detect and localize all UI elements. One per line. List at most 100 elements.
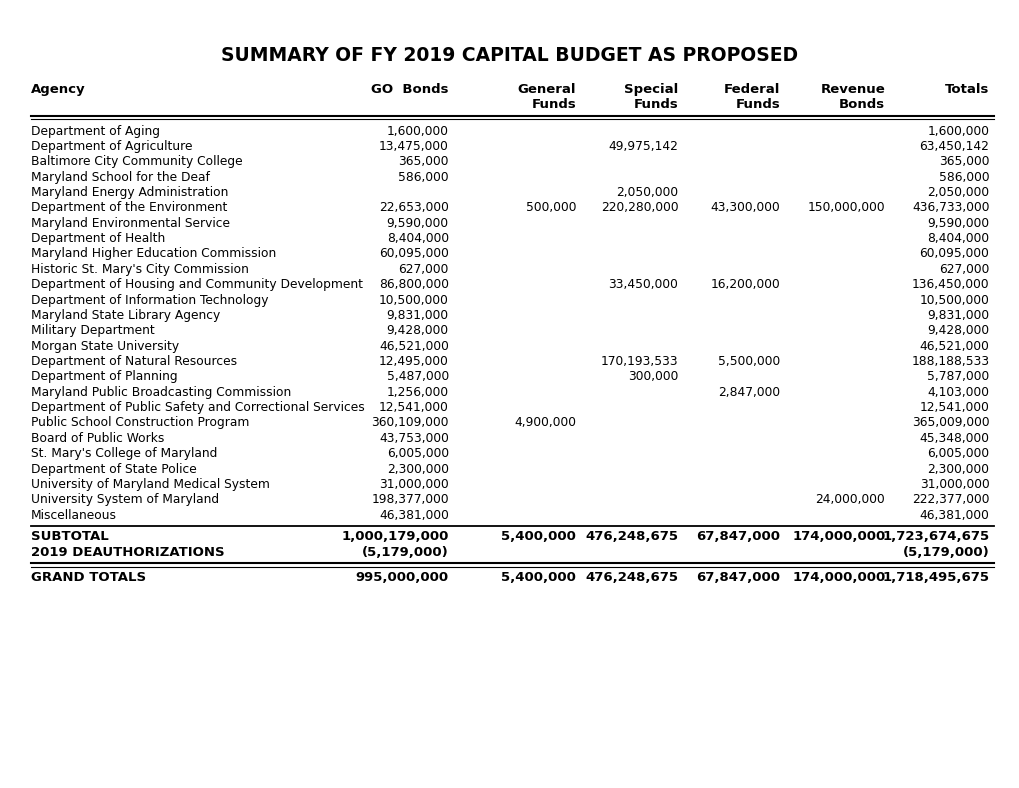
Text: 22,653,000: 22,653,000 bbox=[378, 202, 448, 214]
Text: Historic St. Mary's City Commission: Historic St. Mary's City Commission bbox=[31, 263, 249, 276]
Text: 360,109,000: 360,109,000 bbox=[371, 417, 448, 429]
Text: Maryland State Library Agency: Maryland State Library Agency bbox=[31, 309, 220, 322]
Text: 2,300,000: 2,300,000 bbox=[926, 463, 988, 475]
Text: 49,975,142: 49,975,142 bbox=[607, 140, 678, 153]
Text: 43,753,000: 43,753,000 bbox=[378, 432, 448, 444]
Text: 4,103,000: 4,103,000 bbox=[926, 386, 988, 399]
Text: Board of Public Works: Board of Public Works bbox=[31, 432, 164, 444]
Text: 1,256,000: 1,256,000 bbox=[386, 386, 448, 399]
Text: Maryland Higher Education Commission: Maryland Higher Education Commission bbox=[31, 247, 275, 260]
Text: Department of State Police: Department of State Police bbox=[31, 463, 197, 475]
Text: 188,188,533: 188,188,533 bbox=[910, 355, 988, 368]
Text: 627,000: 627,000 bbox=[938, 263, 988, 276]
Text: 6,005,000: 6,005,000 bbox=[386, 448, 448, 460]
Text: 2,050,000: 2,050,000 bbox=[615, 186, 678, 199]
Text: SUMMARY OF FY 2019 CAPITAL BUDGET AS PROPOSED: SUMMARY OF FY 2019 CAPITAL BUDGET AS PRO… bbox=[221, 46, 798, 65]
Text: Federal
Funds: Federal Funds bbox=[723, 83, 780, 111]
Text: Department of Planning: Department of Planning bbox=[31, 370, 177, 383]
Text: General
Funds: General Funds bbox=[518, 83, 576, 111]
Text: 67,847,000: 67,847,000 bbox=[696, 530, 780, 543]
Text: 365,000: 365,000 bbox=[937, 155, 988, 168]
Text: Special
Funds: Special Funds bbox=[624, 83, 678, 111]
Text: 33,450,000: 33,450,000 bbox=[607, 278, 678, 291]
Text: 67,847,000: 67,847,000 bbox=[696, 571, 780, 584]
Text: 2,847,000: 2,847,000 bbox=[717, 386, 780, 399]
Text: Department of Public Safety and Correctional Services: Department of Public Safety and Correcti… bbox=[31, 401, 364, 414]
Text: 86,800,000: 86,800,000 bbox=[378, 278, 448, 291]
Text: 46,521,000: 46,521,000 bbox=[918, 340, 988, 352]
Text: 174,000,000: 174,000,000 bbox=[792, 530, 884, 543]
Text: 9,831,000: 9,831,000 bbox=[386, 309, 448, 322]
Text: 60,095,000: 60,095,000 bbox=[918, 247, 988, 260]
Text: Miscellaneous: Miscellaneous bbox=[31, 509, 116, 522]
Text: Totals: Totals bbox=[944, 83, 988, 95]
Text: 586,000: 586,000 bbox=[937, 171, 988, 184]
Text: SUBTOTAL: SUBTOTAL bbox=[31, 530, 108, 543]
Text: 16,200,000: 16,200,000 bbox=[710, 278, 780, 291]
Text: Public School Construction Program: Public School Construction Program bbox=[31, 417, 249, 429]
Text: 13,475,000: 13,475,000 bbox=[378, 140, 448, 153]
Text: 9,590,000: 9,590,000 bbox=[926, 217, 988, 229]
Text: Department of Agriculture: Department of Agriculture bbox=[31, 140, 192, 153]
Text: 198,377,000: 198,377,000 bbox=[371, 493, 448, 506]
Text: 10,500,000: 10,500,000 bbox=[378, 294, 448, 307]
Text: GO  Bonds: GO Bonds bbox=[371, 83, 448, 95]
Text: 150,000,000: 150,000,000 bbox=[807, 202, 884, 214]
Text: 300,000: 300,000 bbox=[628, 370, 678, 383]
Text: (5,179,000): (5,179,000) bbox=[362, 546, 448, 559]
Text: 9,428,000: 9,428,000 bbox=[386, 325, 448, 337]
Text: 12,541,000: 12,541,000 bbox=[378, 401, 448, 414]
Text: 10,500,000: 10,500,000 bbox=[918, 294, 988, 307]
Text: 627,000: 627,000 bbox=[398, 263, 448, 276]
Text: 4,900,000: 4,900,000 bbox=[514, 417, 576, 429]
Text: 5,787,000: 5,787,000 bbox=[926, 370, 988, 383]
Text: 6,005,000: 6,005,000 bbox=[926, 448, 988, 460]
Text: University of Maryland Medical System: University of Maryland Medical System bbox=[31, 478, 269, 491]
Text: 1,723,674,675: 1,723,674,675 bbox=[881, 530, 988, 543]
Text: Baltimore City Community College: Baltimore City Community College bbox=[31, 155, 242, 168]
Text: Department of Aging: Department of Aging bbox=[31, 125, 159, 137]
Text: 24,000,000: 24,000,000 bbox=[815, 493, 884, 506]
Text: (5,179,000): (5,179,000) bbox=[902, 546, 988, 559]
Text: Maryland Energy Administration: Maryland Energy Administration bbox=[31, 186, 228, 199]
Text: Revenue
Bonds: Revenue Bonds bbox=[820, 83, 884, 111]
Text: 12,541,000: 12,541,000 bbox=[918, 401, 988, 414]
Text: University System of Maryland: University System of Maryland bbox=[31, 493, 218, 506]
Text: 476,248,675: 476,248,675 bbox=[585, 530, 678, 543]
Text: Morgan State University: Morgan State University bbox=[31, 340, 178, 352]
Text: Military Department: Military Department bbox=[31, 325, 154, 337]
Text: 365,000: 365,000 bbox=[397, 155, 448, 168]
Text: Maryland Environmental Service: Maryland Environmental Service bbox=[31, 217, 229, 229]
Text: Department of the Environment: Department of the Environment bbox=[31, 202, 227, 214]
Text: 63,450,142: 63,450,142 bbox=[918, 140, 988, 153]
Text: 2019 DEAUTHORIZATIONS: 2019 DEAUTHORIZATIONS bbox=[31, 546, 224, 559]
Text: 9,590,000: 9,590,000 bbox=[386, 217, 448, 229]
Text: Department of Housing and Community Development: Department of Housing and Community Deve… bbox=[31, 278, 362, 291]
Text: 43,300,000: 43,300,000 bbox=[710, 202, 780, 214]
Text: 5,500,000: 5,500,000 bbox=[717, 355, 780, 368]
Text: 45,348,000: 45,348,000 bbox=[918, 432, 988, 444]
Text: 46,381,000: 46,381,000 bbox=[918, 509, 988, 522]
Text: 46,381,000: 46,381,000 bbox=[378, 509, 448, 522]
Text: 586,000: 586,000 bbox=[397, 171, 448, 184]
Text: 1,600,000: 1,600,000 bbox=[926, 125, 988, 137]
Text: GRAND TOTALS: GRAND TOTALS bbox=[31, 571, 146, 584]
Text: 2,300,000: 2,300,000 bbox=[386, 463, 448, 475]
Text: Department of Natural Resources: Department of Natural Resources bbox=[31, 355, 236, 368]
Text: 5,400,000: 5,400,000 bbox=[501, 530, 576, 543]
Text: 136,450,000: 136,450,000 bbox=[911, 278, 988, 291]
Text: 2,050,000: 2,050,000 bbox=[926, 186, 988, 199]
Text: 365,009,000: 365,009,000 bbox=[911, 417, 988, 429]
Text: 60,095,000: 60,095,000 bbox=[378, 247, 448, 260]
Text: 1,000,179,000: 1,000,179,000 bbox=[341, 530, 448, 543]
Text: Maryland Public Broadcasting Commission: Maryland Public Broadcasting Commission bbox=[31, 386, 290, 399]
Text: 46,521,000: 46,521,000 bbox=[378, 340, 448, 352]
Text: 220,280,000: 220,280,000 bbox=[600, 202, 678, 214]
Text: 436,733,000: 436,733,000 bbox=[911, 202, 988, 214]
Text: 8,404,000: 8,404,000 bbox=[386, 232, 448, 245]
Text: 8,404,000: 8,404,000 bbox=[926, 232, 988, 245]
Text: Agency: Agency bbox=[31, 83, 86, 95]
Text: 500,000: 500,000 bbox=[525, 202, 576, 214]
Text: Maryland School for the Deaf: Maryland School for the Deaf bbox=[31, 171, 209, 184]
Text: 476,248,675: 476,248,675 bbox=[585, 571, 678, 584]
